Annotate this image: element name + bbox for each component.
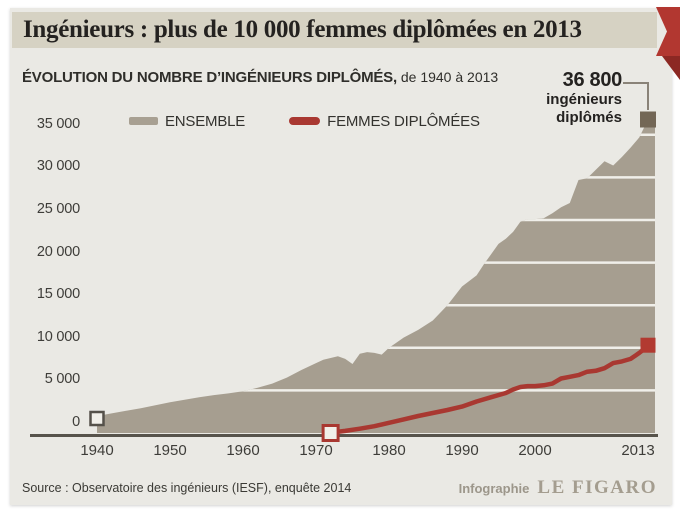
legend-item-femmes: FEMMES DIPLÔMÉES bbox=[289, 113, 480, 130]
annotation-line1: ingénieurs bbox=[546, 91, 622, 108]
subtitle-suffix: de 1940 à 2013 bbox=[396, 69, 499, 85]
y-tick-label: 0 bbox=[72, 414, 80, 430]
legend: ENSEMBLE FEMMES DIPLÔMÉES bbox=[129, 112, 480, 130]
annotation-connector bbox=[623, 82, 649, 110]
femmes-end-marker bbox=[640, 337, 656, 353]
annotation-line2: diplômés bbox=[556, 109, 622, 126]
y-tick-label: 10 000 bbox=[36, 329, 80, 345]
legend-swatch-femmes bbox=[289, 117, 321, 125]
ribbon-icon bbox=[656, 7, 680, 80]
y-tick-label: 15 000 bbox=[36, 286, 80, 302]
page-title: Ingénieurs : plus de 10 000 femmes diplô… bbox=[23, 16, 582, 43]
x-tick-label: 1990 bbox=[445, 442, 479, 459]
legend-item-ensemble: ENSEMBLE bbox=[129, 113, 245, 130]
legend-swatch-ensemble bbox=[129, 117, 158, 125]
ensemble-area bbox=[97, 119, 655, 433]
lefigaro-logo: LE FIGARO bbox=[537, 477, 657, 498]
femmes-line bbox=[328, 343, 651, 435]
legend-label-femmes: FEMMES DIPLÔMÉES bbox=[327, 112, 480, 130]
title-band: Ingénieurs : plus de 10 000 femmes diplô… bbox=[12, 12, 657, 48]
y-tick-label: 20 000 bbox=[36, 244, 80, 260]
x-tick-label: 1940 bbox=[80, 442, 114, 459]
y-tick-label: 35 000 bbox=[36, 116, 80, 132]
y-axis-labels: 0 5 000 10 000 15 000 20 000 25 000 30 000 35 0… bbox=[12, 0, 80, 517]
credit: Infographie LE FIGARO bbox=[459, 477, 657, 499]
source-note: Source : Observatoire des ingénieurs (IE… bbox=[22, 481, 352, 495]
y-tick-label: 25 000 bbox=[36, 201, 80, 217]
x-tick-label: 2013 bbox=[621, 442, 655, 459]
x-tick-label: 1950 bbox=[153, 442, 187, 459]
ribbon-fold-shape bbox=[662, 56, 680, 80]
ensemble-start-marker bbox=[89, 410, 105, 427]
legend-label-ensemble: ENSEMBLE bbox=[165, 112, 246, 130]
ensemble-end-marker bbox=[640, 111, 656, 128]
x-tick-label: 1970 bbox=[299, 442, 333, 459]
x-tick-label: 2000 bbox=[518, 442, 552, 459]
annotation-value: 36 800 bbox=[562, 69, 623, 91]
y-tick-label: 30 000 bbox=[36, 158, 80, 174]
x-axis-labels: 1940 1950 1960 1970 1980 1990 2000 2013 bbox=[0, 442, 680, 460]
credit-infographie: Infographie bbox=[458, 481, 530, 496]
ribbon-main-shape bbox=[656, 7, 680, 56]
x-tick-label: 1960 bbox=[226, 442, 260, 459]
peak-annotation: 36 800 ingénieurs diplômés bbox=[546, 70, 622, 127]
y-tick-label: 5 000 bbox=[44, 371, 80, 387]
subtitle-main: ÉVOLUTION DU NOMBRE D’INGÉNIEURS DIPLÔMÉ… bbox=[22, 69, 397, 86]
femmes-start-marker bbox=[321, 424, 340, 442]
chart-subtitle: ÉVOLUTION DU NOMBRE D’INGÉNIEURS DIPLÔMÉ… bbox=[22, 69, 498, 87]
x-tick-label: 1980 bbox=[372, 442, 406, 459]
